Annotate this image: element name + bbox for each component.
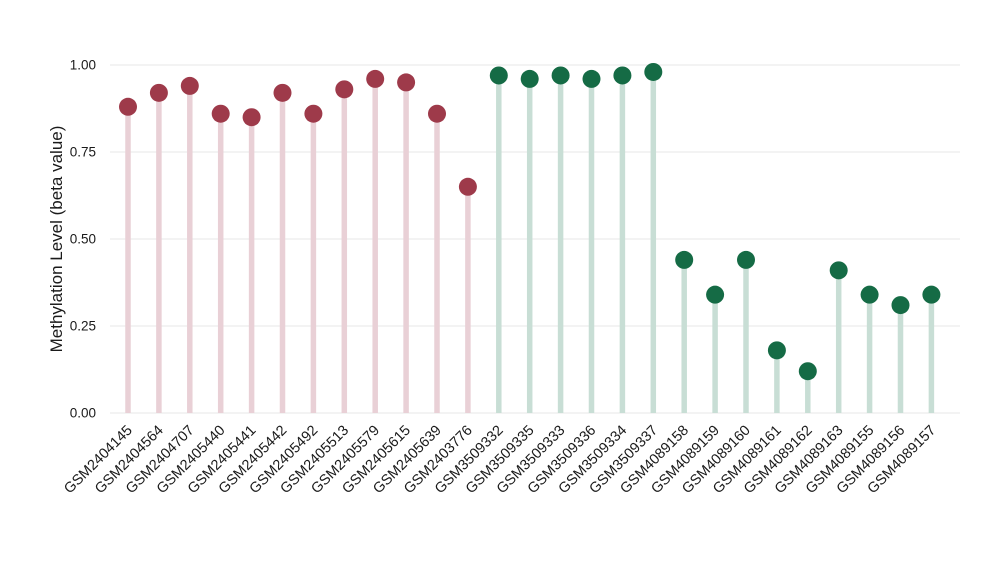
data-point [520,69,539,88]
data-point [428,104,446,123]
y-tick-label: 0.75 [70,145,96,160]
data-point [180,76,199,95]
data-point [737,250,755,269]
data-point [458,177,477,196]
data-point [891,296,910,315]
data-point [242,108,261,127]
data-point [767,341,786,360]
data-point [829,261,848,280]
y-tick-label: 0.25 [70,319,96,334]
data-point [675,250,694,269]
data-point [397,73,416,92]
data-point [119,97,137,116]
y-axis-title: Methylation Level (beta value) [47,126,66,353]
data-point [613,66,632,85]
data-point [798,362,817,381]
data-point [335,80,354,99]
data-point [273,83,292,102]
data-point [366,69,385,88]
data-point [582,69,601,88]
data-point [860,285,879,304]
y-tick-label: 1.00 [70,58,96,73]
data-point [644,62,663,81]
y-tick-label: 0.50 [70,232,96,247]
data-point [489,66,508,85]
data-point [149,83,168,102]
data-point [304,104,323,123]
data-point [706,285,725,304]
data-point [551,66,570,85]
y-tick-label: 0.00 [70,406,96,421]
data-point [211,104,230,123]
data-point [922,285,941,304]
